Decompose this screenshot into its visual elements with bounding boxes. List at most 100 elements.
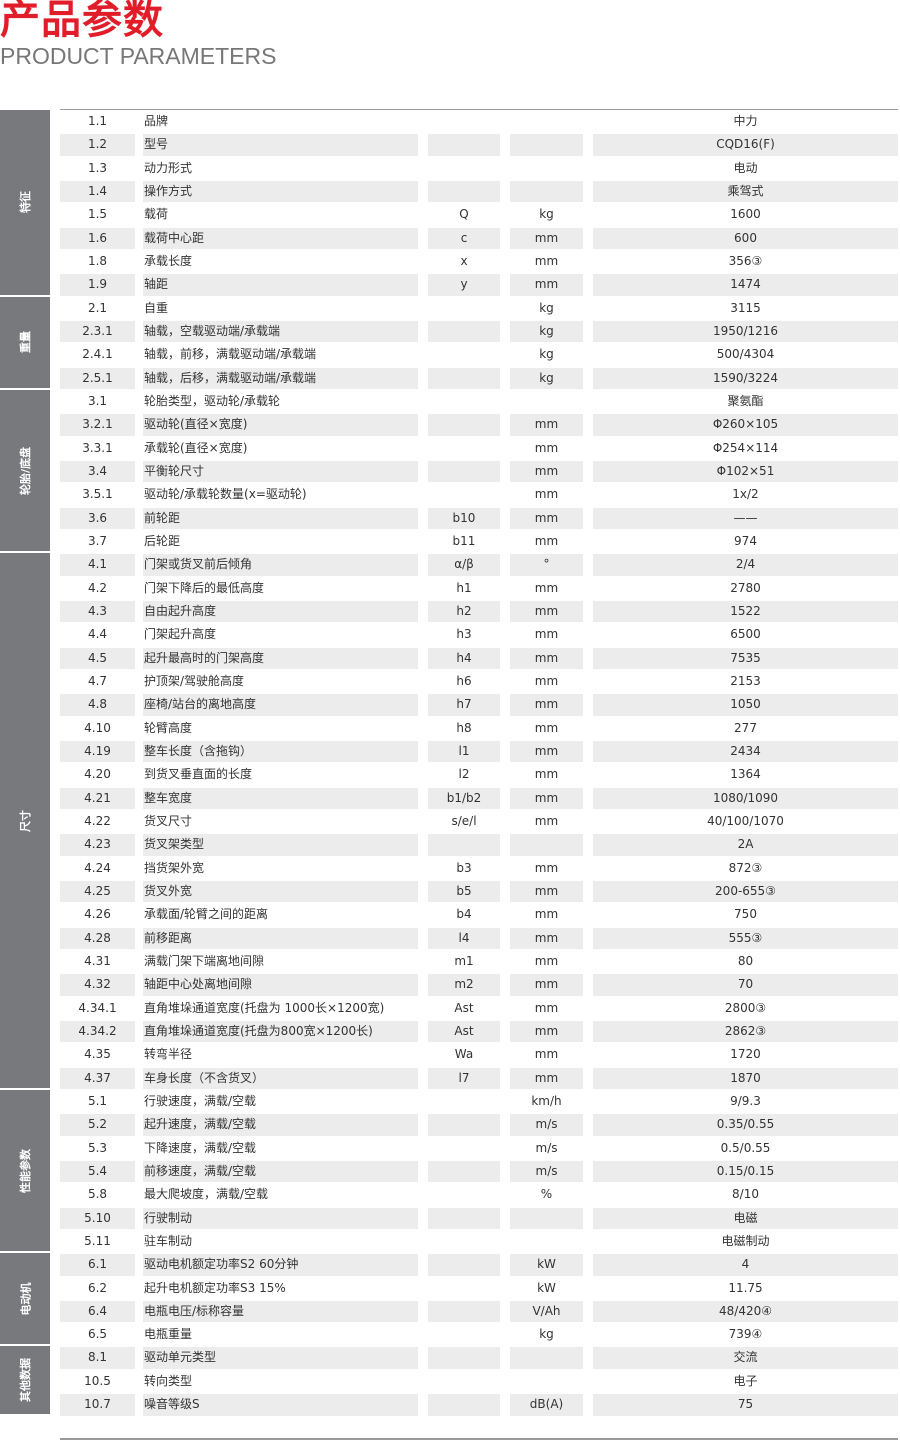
item-value: 0.35/0.55	[593, 1114, 898, 1136]
item-number: 4.7	[87, 673, 108, 688]
item-value: 2780	[730, 580, 761, 595]
item-value: 70	[593, 974, 898, 996]
item-value: 3115	[730, 300, 761, 315]
item-name: 轴距中心处离地间隙	[143, 974, 418, 996]
item-symbol	[428, 1254, 500, 1276]
item-unit: mm	[534, 1000, 559, 1015]
item-value: 电动	[733, 160, 758, 175]
item-name: 转向类型	[144, 1373, 193, 1388]
item-unit	[510, 391, 583, 413]
item-unit: mm	[510, 274, 583, 296]
section-label-block: 尺寸	[0, 553, 50, 1090]
item-name: 转弯半径	[144, 1047, 193, 1062]
item-unit: %	[540, 1187, 553, 1202]
table-row: 1.4 操作方式 乘驾式	[60, 180, 898, 203]
table-row: 4.1 门架或货叉前后倾角 α/β ° 2/4	[60, 553, 898, 576]
item-value: 中力	[733, 114, 758, 128]
item-number: 1.2	[60, 134, 135, 156]
item-value: 电子	[733, 1373, 758, 1388]
page-title-cn: 产品参数	[0, 0, 164, 43]
item-name: 电瓶电压/标称容量	[143, 1300, 418, 1323]
item-symbol: h1	[456, 580, 472, 595]
item-name: 品牌	[144, 114, 169, 128]
item-name: 轴载，空载驱动端/承载端	[143, 320, 418, 343]
item-number: 3.3.1	[82, 440, 113, 455]
item-name: 轴载，后移，满载驱动端/承载端	[143, 367, 418, 390]
item-name: 轴载，前移，满载驱动端/承载端	[144, 347, 317, 362]
item-unit: mm	[510, 414, 583, 436]
table-row: 8.1 驱动单元类型 交流	[60, 1346, 898, 1369]
item-number: 4.23	[60, 834, 135, 856]
item-value: 356③	[728, 253, 763, 268]
item-symbol	[428, 438, 500, 460]
table-row: 3.2.1 驱动轮(直径×宽度) mm Φ260×105	[60, 413, 898, 436]
item-name: 护顶架/驾驶舱高度	[144, 673, 245, 688]
item-unit: m/s	[510, 1160, 583, 1183]
table-row: 5.3 下降速度，满载/空载 m/s 0.5/0.55	[60, 1137, 898, 1160]
item-value: 1x/2	[732, 487, 759, 502]
item-value: 1050	[593, 694, 898, 716]
item-name: 起升最高时的门架高度	[143, 647, 418, 670]
section-label: 尺寸	[19, 809, 32, 832]
section-label: 重量	[19, 331, 32, 354]
item-value: 交流	[593, 1347, 898, 1369]
item-unit: mm	[534, 1047, 559, 1062]
item-name: 整车长度（含拖钩）	[143, 740, 418, 763]
item-value: 2800③	[724, 1000, 767, 1015]
item-unit: kW	[510, 1254, 583, 1276]
table-row: 4.20 到货叉垂直面的长度 l2 mm 1364	[60, 763, 898, 786]
table-row: 3.1 轮胎类型，驱动轮/承载轮 聚氨酯	[60, 390, 898, 413]
item-name: 操作方式	[143, 180, 418, 203]
table-row: 10.7 噪音等级S dB(A) 75	[60, 1393, 898, 1416]
item-symbol: m1	[454, 953, 474, 968]
item-number: 5.11	[84, 1233, 111, 1248]
table-top-divider	[60, 109, 898, 110]
table-row: 1.2 型号 CQD16(F)	[60, 133, 898, 156]
item-number: 2.4.1	[82, 347, 113, 362]
table-row: 4.10 轮臂高度 h8 mm 277	[60, 717, 898, 740]
item-name: 后轮距	[144, 533, 181, 548]
item-unit: kg	[539, 1327, 554, 1342]
item-unit: mm	[534, 627, 559, 642]
item-name: 挡货架外宽	[144, 860, 205, 875]
item-unit: km/h	[531, 1093, 562, 1108]
item-name: 载荷	[144, 207, 169, 222]
table-row: 4.2 门架下降后的最低高度 h1 mm 2780	[60, 577, 898, 600]
item-value: 0.15/0.15	[593, 1160, 898, 1183]
item-symbol: h2	[428, 600, 500, 623]
item-value: 555③	[593, 927, 898, 950]
item-unit: mm	[534, 953, 559, 968]
item-unit: mm	[510, 927, 583, 950]
item-symbol: Wa	[454, 1047, 474, 1062]
item-symbol	[428, 1091, 500, 1113]
item-symbol	[428, 1278, 500, 1300]
item-value: CQD16(F)	[593, 134, 898, 156]
section-label: 电动机	[19, 1282, 32, 1316]
item-symbol: s/e/l	[451, 813, 477, 828]
item-number: 5.2	[60, 1114, 135, 1136]
item-value: Φ102×51	[593, 460, 898, 483]
item-value: 48/420④	[593, 1300, 898, 1323]
item-value: 40/100/1070	[707, 813, 784, 828]
table-row: 4.22 货叉尺寸 s/e/l mm 40/100/1070	[60, 810, 898, 833]
item-unit	[510, 134, 583, 156]
item-name: 噪音等级S	[143, 1394, 418, 1416]
item-name: 动力形式	[144, 160, 193, 175]
item-value: 1474	[593, 274, 898, 296]
item-number: 4.19	[60, 740, 135, 763]
item-name: 承载面/轮臂之间的距离	[144, 907, 269, 922]
item-symbol	[428, 1394, 500, 1416]
item-unit: mm	[534, 440, 559, 455]
item-value: 2862③	[593, 1020, 898, 1043]
item-number: 3.7	[87, 533, 108, 548]
table-row: 4.31 满载门架下端离地间隙 m1 mm 80	[60, 950, 898, 973]
item-number: 3.6	[60, 507, 135, 530]
item-name: 起升速度，满载/空载	[143, 1114, 418, 1136]
table-row: 4.3 自由起升高度 h2 mm 1522	[60, 600, 898, 623]
item-name: 座椅/站台的离地高度	[143, 694, 418, 716]
item-name: 轴距	[143, 274, 418, 296]
item-unit	[510, 158, 583, 180]
item-symbol	[428, 344, 500, 366]
item-name: 电瓶重量	[144, 1327, 193, 1342]
item-unit	[510, 1231, 583, 1253]
